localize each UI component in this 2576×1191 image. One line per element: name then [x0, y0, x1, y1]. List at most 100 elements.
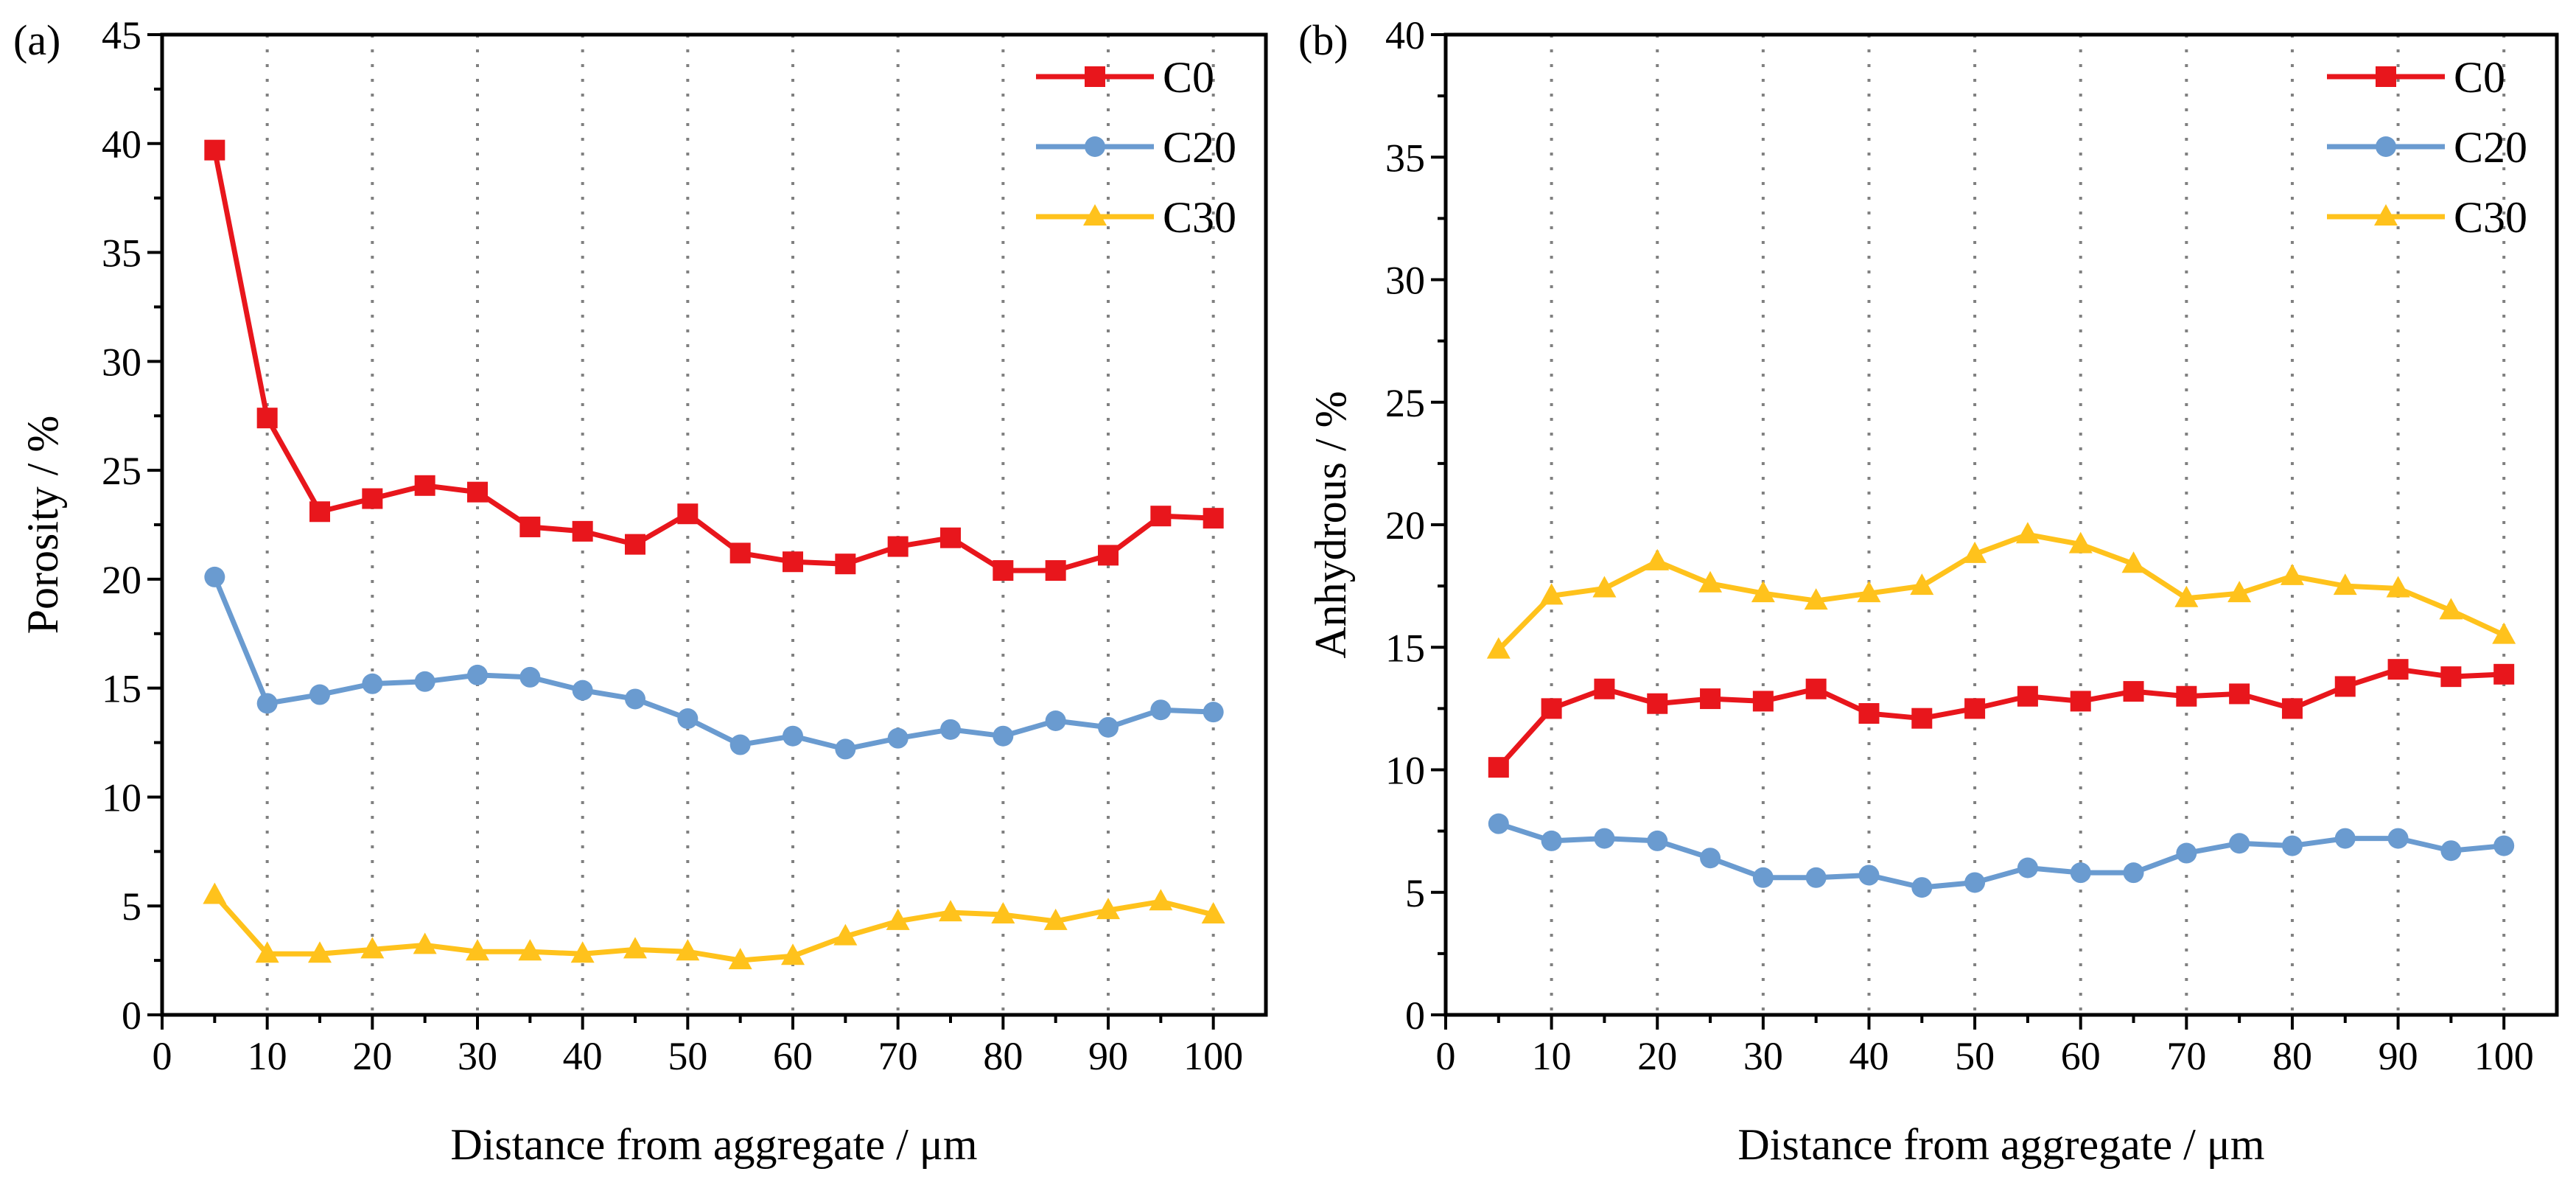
data-point: [1594, 828, 1615, 849]
data-point: [1096, 898, 1120, 920]
y-tick-label: 10: [1385, 749, 1425, 793]
data-point: [677, 708, 699, 730]
y-tick-label: 40: [1385, 13, 1425, 57]
data-point: [728, 948, 752, 970]
y-axis-title: Porosity / %: [18, 416, 67, 635]
data-point: [1203, 702, 1224, 723]
series-c30: [203, 882, 1225, 970]
data-point: [1858, 703, 1880, 724]
data-point: [1203, 508, 1224, 529]
legend-label: C20: [1163, 123, 1236, 172]
legend: C0 C20 C30: [2327, 53, 2527, 242]
x-tick-label: 100: [2474, 1034, 2534, 1078]
y-tick-label: 15: [1385, 626, 1425, 670]
data-point: [1647, 830, 1668, 851]
y-tick-label: 30: [1385, 259, 1425, 303]
data-point: [835, 553, 856, 575]
data-point: [940, 527, 961, 548]
y-tick-label: 35: [1385, 136, 1425, 180]
data-point: [993, 725, 1014, 747]
data-point: [570, 941, 595, 963]
y-tick-label: 40: [102, 122, 141, 167]
data-point: [993, 560, 1014, 581]
x-tick-label: 10: [1532, 1034, 1572, 1078]
legend-marker: [2376, 136, 2396, 157]
data-point: [204, 566, 225, 587]
data-point: [2174, 585, 2199, 607]
data-point: [2387, 828, 2409, 849]
data-point: [781, 943, 805, 965]
data-point: [835, 738, 856, 760]
series-c0: [204, 139, 1224, 581]
data-point: [2281, 835, 2303, 856]
data-point: [256, 408, 278, 429]
panel-b-anhydrous-chart: 0 10 20 30 40 50 60 70 80 90 100 0 5 10 15 20 25 30 35 40 C0…: [1298, 13, 2559, 1169]
x-tick-label: 90: [1088, 1034, 1128, 1078]
data-point: [2070, 862, 2091, 884]
data-point: [1804, 588, 1828, 610]
x-tick-label: 40: [563, 1034, 603, 1078]
data-point: [309, 501, 330, 523]
data-point: [729, 734, 751, 755]
data-point: [308, 941, 332, 963]
data-point: [1910, 573, 1934, 596]
data-point: [1963, 541, 1987, 563]
plot-frame: [160, 32, 1268, 1017]
data-point: [519, 666, 541, 688]
data-point: [1539, 583, 1564, 605]
data-point: [1201, 902, 1225, 924]
series-c0: [1488, 659, 2515, 778]
data-point: [466, 939, 489, 961]
data-point: [1149, 889, 1173, 911]
series-c30: [1486, 522, 2516, 659]
data-point: [1488, 757, 1509, 778]
data-point: [1751, 581, 1775, 603]
data-point: [467, 664, 488, 685]
y-tick-label: 20: [102, 558, 141, 602]
x-tick-label: 100: [1183, 1034, 1243, 1078]
data-point: [2334, 676, 2356, 697]
legend-marker: [2376, 66, 2396, 87]
data-point: [204, 139, 225, 161]
x-tick-label: 70: [2166, 1034, 2206, 1078]
data-point: [256, 693, 278, 714]
data-point: [1043, 908, 1068, 930]
data-point: [2386, 576, 2410, 598]
y-tick-label: 20: [1385, 503, 1425, 548]
legend-label: C30: [2454, 193, 2527, 242]
data-point: [2176, 685, 2197, 707]
data-point: [2493, 835, 2515, 856]
data-point: [833, 923, 858, 946]
data-point: [1098, 545, 1119, 566]
data-point: [2123, 681, 2144, 702]
data-point: [519, 516, 541, 537]
legend-marker: [1083, 204, 1107, 226]
y-tick-label: 25: [1385, 381, 1425, 425]
data-point: [2017, 685, 2038, 707]
data-point: [991, 902, 1015, 924]
x-tick-label: 40: [1849, 1034, 1889, 1078]
data-point: [413, 932, 437, 954]
y-tick-label: 30: [102, 340, 141, 384]
x-tick-label: 70: [878, 1034, 918, 1078]
x-tick-label: 10: [248, 1034, 287, 1078]
data-point: [1911, 708, 1933, 729]
data-point: [2387, 659, 2409, 680]
data-point: [886, 908, 910, 930]
data-point: [1150, 506, 1172, 527]
y-tick-label: 0: [122, 993, 141, 1038]
data-point: [2440, 666, 2462, 688]
data-point: [1594, 678, 1615, 699]
x-tick-label: 60: [773, 1034, 813, 1078]
data-point: [2334, 828, 2356, 849]
x-tick-label: 0: [153, 1034, 172, 1078]
data-point: [2229, 683, 2250, 705]
x-tick-label: 90: [2379, 1034, 2418, 1078]
data-point: [518, 939, 542, 961]
x-tick-label: 50: [668, 1034, 707, 1078]
series-line: [212, 893, 1214, 963]
data-point: [625, 688, 645, 710]
data-point: [1045, 560, 1066, 581]
data-point: [1964, 698, 1986, 719]
data-point: [2439, 598, 2463, 620]
